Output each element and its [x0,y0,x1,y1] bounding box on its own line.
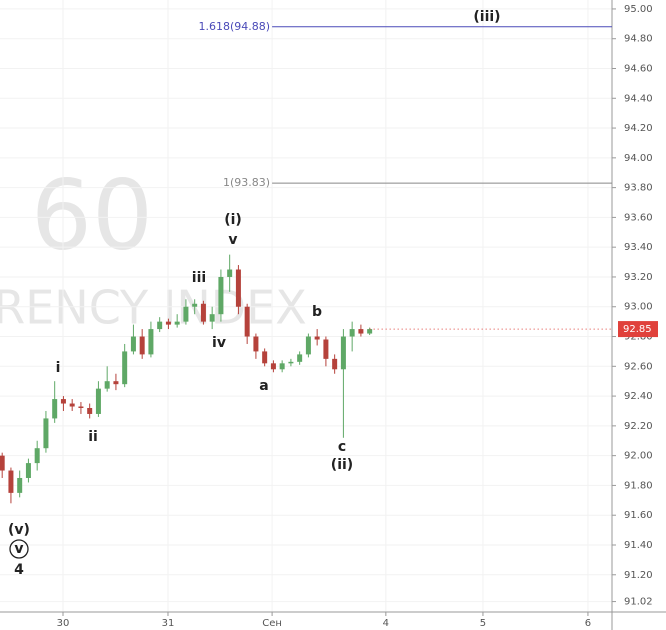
wave-label: a [259,378,268,394]
candle-body [69,403,75,407]
candle-body [349,329,355,337]
candle-body [323,339,329,359]
wave-label: v [14,541,23,557]
y-tick-label: 93.60 [624,212,653,223]
y-tick-label: 93.80 [624,183,653,194]
candle-body [305,336,311,355]
candle-body [332,358,338,370]
candle-body [270,363,276,370]
candle-body [95,388,101,414]
candle-body [244,306,250,337]
last-price-label: 92.85 [623,324,652,335]
y-tick-label: 93.20 [624,272,653,283]
candle-body [139,336,145,355]
wave-label: b [312,304,322,320]
candle-body [130,336,136,352]
wave-label: (ii) [331,457,353,473]
candle-body [200,303,206,322]
y-tick-label: 92.20 [624,421,653,432]
y-tick-label: 91.40 [624,540,653,551]
wave-label: ii [88,429,98,445]
y-tick-label: 92.60 [624,361,653,372]
y-tick-label: 93.40 [624,242,653,253]
y-tick-label: 94.80 [624,34,653,45]
wave-label: (iii) [473,9,500,25]
candle-body [122,351,128,385]
y-tick-label: 91.80 [624,480,653,491]
last-price-box [618,321,658,338]
wave-label: 4 [14,562,24,578]
x-tick-label: 4 [383,618,389,629]
candle-body [218,276,224,315]
candle-body [0,455,5,471]
y-tick-label: 95.00 [624,4,653,15]
candle-body [52,399,58,419]
candle-body [148,329,154,355]
x-tick-label: 5 [480,618,486,629]
candle-body [262,351,268,364]
candle-body [174,321,180,325]
candle-body [288,361,294,364]
candle-body [358,329,364,334]
candle-body [43,418,49,449]
wave-label: v [228,232,237,248]
fib-label: 1.618(94.88) [199,20,271,33]
wave-label: iii [192,270,206,286]
candle-body [183,306,189,322]
wave-label: iv [212,335,226,351]
wave-label: (v) [8,522,30,538]
candle-body [165,321,171,325]
candle-body [253,336,259,352]
candle-body [104,381,110,389]
y-tick-label: 91.20 [624,570,653,581]
x-tick-label: Сен [262,618,282,629]
y-tick-label: 94.00 [624,153,653,164]
y-tick-label: 94.40 [624,93,653,104]
candle-body [78,406,84,408]
candle-body [297,354,303,362]
candle-body [87,408,93,414]
candle-body [340,336,346,370]
watermark: RENCY INDEX [0,281,307,335]
y-tick-label: 91.60 [624,510,653,521]
y-tick-label: 94.20 [624,123,653,134]
candle-body [113,381,119,385]
watermark: 60 [31,159,153,271]
y-tick-label: 93.00 [624,302,653,313]
candle-body [192,303,198,307]
candle-body [34,448,40,464]
candle-body [60,399,66,404]
candle-body [209,314,215,322]
candle-body [235,269,241,307]
x-tick-label: 30 [57,618,70,629]
candle-body [279,363,285,370]
wave-label: c [338,439,346,455]
wave-circle [9,539,29,559]
y-tick-label: 94.60 [624,63,653,74]
x-tick-label: 6 [585,618,591,629]
candle-body [17,477,23,493]
wave-label: i [56,360,61,376]
candle-body [8,470,14,493]
wave-label: (i) [224,212,242,228]
y-tick-label: 92.40 [624,391,653,402]
candle-body [367,329,373,334]
candle-body [227,269,233,277]
y-tick-label: 91.02 [624,597,653,608]
y-tick-label: 92.00 [624,451,653,462]
candle-body [314,336,320,340]
candle-body [157,321,163,330]
x-tick-label: 31 [162,618,175,629]
fib-label: 1(93.83) [223,176,270,189]
candle-body [25,463,31,478]
